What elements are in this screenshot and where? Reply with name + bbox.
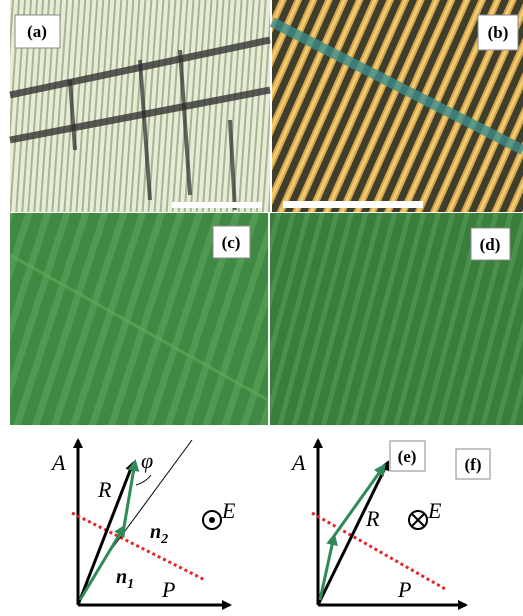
diagram-e: A R φ n2 n1 P E bbox=[50, 440, 236, 605]
label-sub: 2 bbox=[160, 532, 168, 547]
axis-label: A bbox=[50, 450, 66, 475]
page: (a) (b) (c) (d) (e) (f) A R φ n2 n1 P E … bbox=[0, 0, 523, 616]
axis-label: A bbox=[290, 450, 306, 475]
field-label: E bbox=[221, 498, 236, 523]
vector-label: n1 bbox=[116, 566, 134, 592]
label-base: n bbox=[150, 521, 161, 543]
angle-label: φ bbox=[141, 448, 153, 473]
vector-label: R bbox=[365, 506, 380, 531]
panel-label: (c) bbox=[222, 233, 241, 252]
label-sub: 1 bbox=[127, 577, 134, 592]
panel-label: (d) bbox=[480, 235, 501, 254]
field-label: E bbox=[427, 498, 442, 523]
vector-label: R bbox=[97, 477, 112, 502]
axis-label: P bbox=[161, 577, 175, 602]
figure: (a) (b) (c) (d) (e) (f) A R φ n2 n1 P E … bbox=[0, 0, 523, 616]
panel-label: (f) bbox=[465, 455, 482, 474]
axis-label: P bbox=[397, 577, 411, 602]
vector-label: n2 bbox=[150, 521, 168, 547]
panel-label: (e) bbox=[398, 447, 417, 466]
panel-label: (b) bbox=[488, 23, 509, 42]
label-base: n bbox=[116, 566, 127, 588]
diagram-f: A R P E bbox=[290, 440, 466, 605]
panel-label: (a) bbox=[27, 22, 47, 41]
